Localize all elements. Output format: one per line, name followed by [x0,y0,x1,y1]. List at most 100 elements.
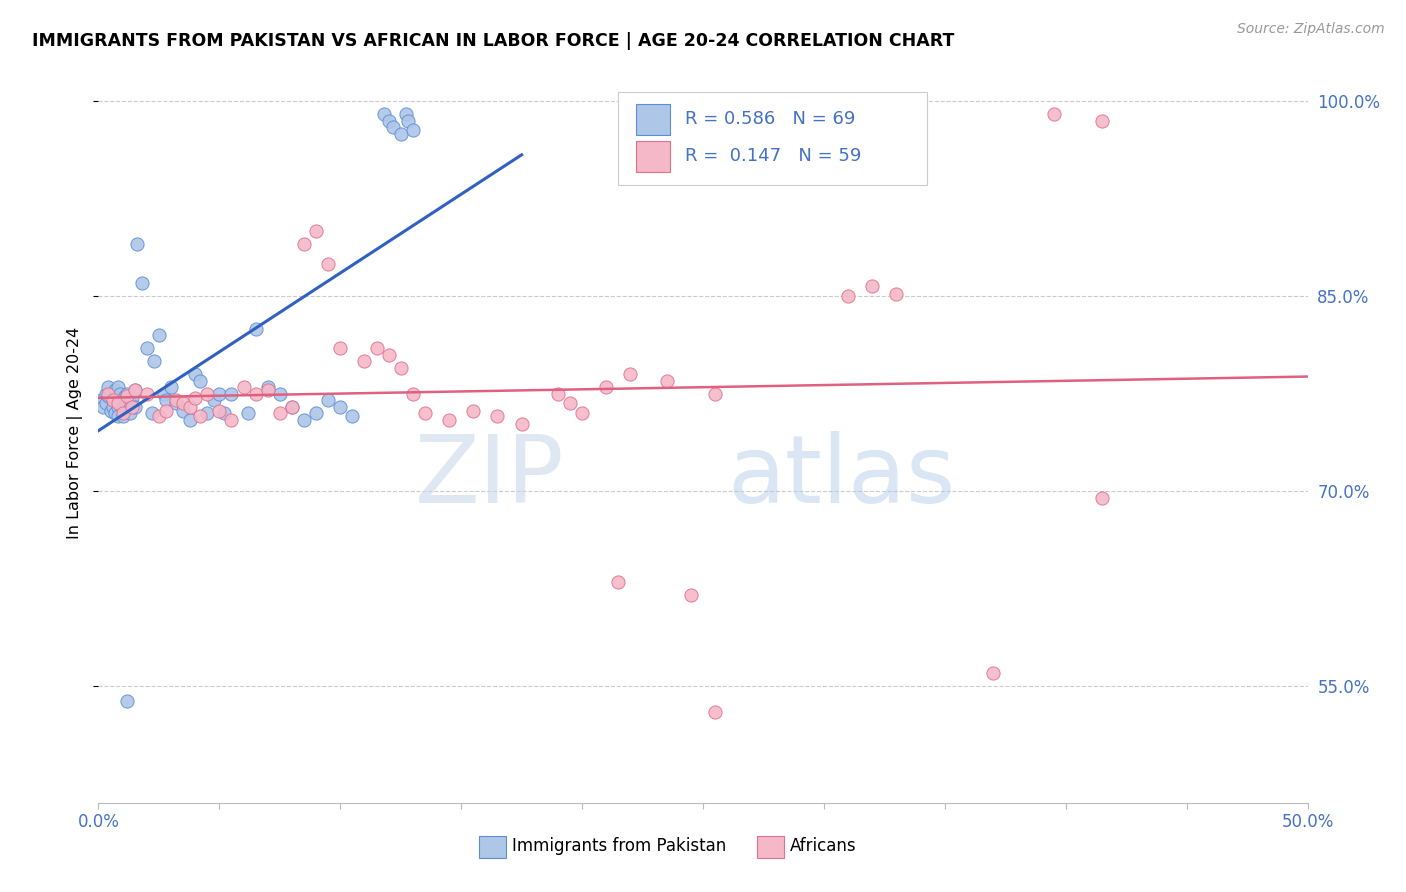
Text: R = 0.586   N = 69: R = 0.586 N = 69 [685,111,855,128]
Point [704,386,727,401]
Point [204,393,226,408]
Point [292,237,315,252]
Point [595,380,617,394]
Point [195,406,218,420]
Point [143,354,166,368]
Point [117,389,139,403]
FancyBboxPatch shape [479,836,506,858]
Point [111,409,134,423]
Point [114,389,136,403]
Text: Africans: Africans [790,838,856,855]
Point [101,393,124,408]
Point [547,386,569,401]
Point [121,391,143,405]
Point [353,354,375,368]
Point [155,393,177,408]
Point [111,402,134,417]
Point [394,107,416,121]
Point [108,393,131,408]
Point [172,403,194,417]
Point [124,400,146,414]
Point [172,396,194,410]
FancyBboxPatch shape [637,103,671,135]
Point [107,380,129,394]
Point [101,393,124,408]
Point [124,383,146,397]
Point [107,396,129,410]
Point [486,409,509,423]
Point [281,400,304,414]
Point [886,286,908,301]
Point [396,114,419,128]
Point [558,396,581,410]
Point [108,386,131,401]
Point [100,386,122,401]
Point [269,386,291,401]
FancyBboxPatch shape [619,92,927,185]
Point [463,403,485,417]
Point [184,367,207,381]
Point [316,257,339,271]
Point [117,400,139,414]
Point [1091,114,1114,128]
Point [704,705,727,719]
Point [188,374,211,388]
Point [160,380,183,394]
Point [837,289,859,303]
Point [238,406,260,420]
Point [165,396,187,410]
Point [148,409,170,423]
Point [245,386,267,401]
Point [179,400,201,414]
Point [981,665,1004,680]
Point [607,574,630,589]
Point [118,406,141,420]
Point [141,406,163,420]
Point [305,406,328,420]
Point [94,396,117,410]
Point [155,403,177,417]
Point [91,400,114,414]
Point [329,341,352,355]
Point [402,386,425,401]
Point [292,412,315,426]
Point [107,409,129,423]
Point [373,107,395,121]
Point [382,120,405,135]
Point [510,417,533,431]
Point [124,383,146,397]
Point [148,328,170,343]
FancyBboxPatch shape [758,836,785,858]
Point [1091,491,1114,505]
Point [184,391,207,405]
Point [101,400,124,414]
Point [117,694,139,708]
Point [212,406,235,420]
Point [100,403,122,417]
Text: atlas: atlas [727,431,956,523]
Point [208,386,231,401]
Point [104,391,127,405]
Point [655,374,678,388]
Point [1042,107,1064,121]
Point [118,396,141,410]
Point [860,278,883,293]
Point [165,393,187,408]
Text: IMMIGRANTS FROM PAKISTAN VS AFRICAN IN LABOR FORCE | AGE 20-24 CORRELATION CHART: IMMIGRANTS FROM PAKISTAN VS AFRICAN IN L… [32,32,955,50]
Point [131,277,153,291]
Point [221,386,243,401]
FancyBboxPatch shape [637,141,671,172]
Point [377,114,399,128]
Point [342,409,364,423]
Point [97,380,120,394]
Point [571,406,593,420]
Y-axis label: In Labor Force | Age 20-24: In Labor Force | Age 20-24 [67,326,83,539]
Point [111,396,134,410]
Point [221,412,243,426]
Point [389,360,412,375]
Point [377,348,399,362]
Point [208,403,231,417]
Point [135,341,157,355]
Point [90,393,112,408]
Point [316,393,339,408]
